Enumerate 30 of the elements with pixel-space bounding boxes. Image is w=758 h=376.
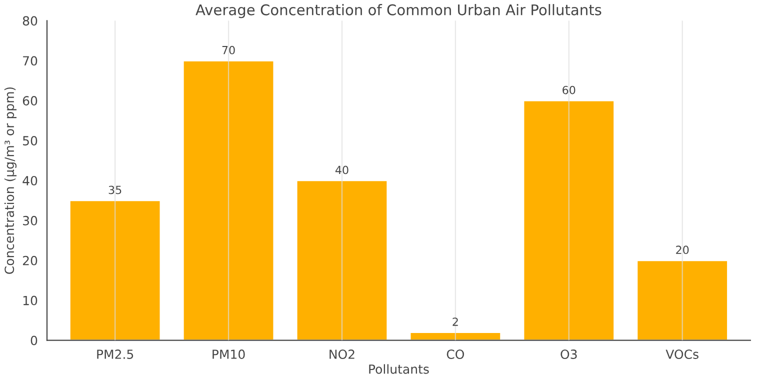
bar: [636, 260, 728, 340]
y-axis-title: Concentration (µg/m³ or ppm): [4, 87, 17, 274]
x-tick-label: PM10: [212, 350, 245, 359]
data-label: 20: [676, 246, 689, 254]
y-tick-label: 0: [30, 336, 38, 346]
chart-title: Average Concentration of Common Urban Air Pollutants: [196, 4, 602, 18]
x-tick-label: VOCs: [666, 350, 698, 359]
y-tick-label: 80: [22, 16, 38, 26]
bar: [296, 180, 388, 340]
bar: [182, 60, 275, 340]
y-tick-label: 40: [22, 176, 38, 186]
y-tick-label: 50: [23, 136, 38, 146]
data-label: 60: [562, 86, 576, 94]
x-tick-label: NO2: [330, 350, 354, 359]
data-label: 40: [335, 166, 348, 174]
y-tick-label: 30: [23, 216, 38, 226]
y-tick-label: 20: [22, 256, 38, 266]
bar: [522, 100, 615, 340]
x-tick-label: O3: [560, 350, 577, 359]
data-label: 35: [108, 186, 122, 194]
bar: [409, 332, 502, 340]
y-tick-label: 10: [23, 296, 38, 306]
y-tick-label: 60: [22, 96, 38, 106]
x-axis-title: Pollutants: [369, 364, 429, 374]
x-tick-label: CO: [446, 350, 464, 359]
x-tick-label: PM2.5: [97, 350, 134, 359]
data-label: 2: [452, 318, 458, 326]
data-label: 70: [222, 46, 235, 54]
bar: [68, 200, 162, 340]
y-tick-label: 70: [23, 56, 38, 66]
